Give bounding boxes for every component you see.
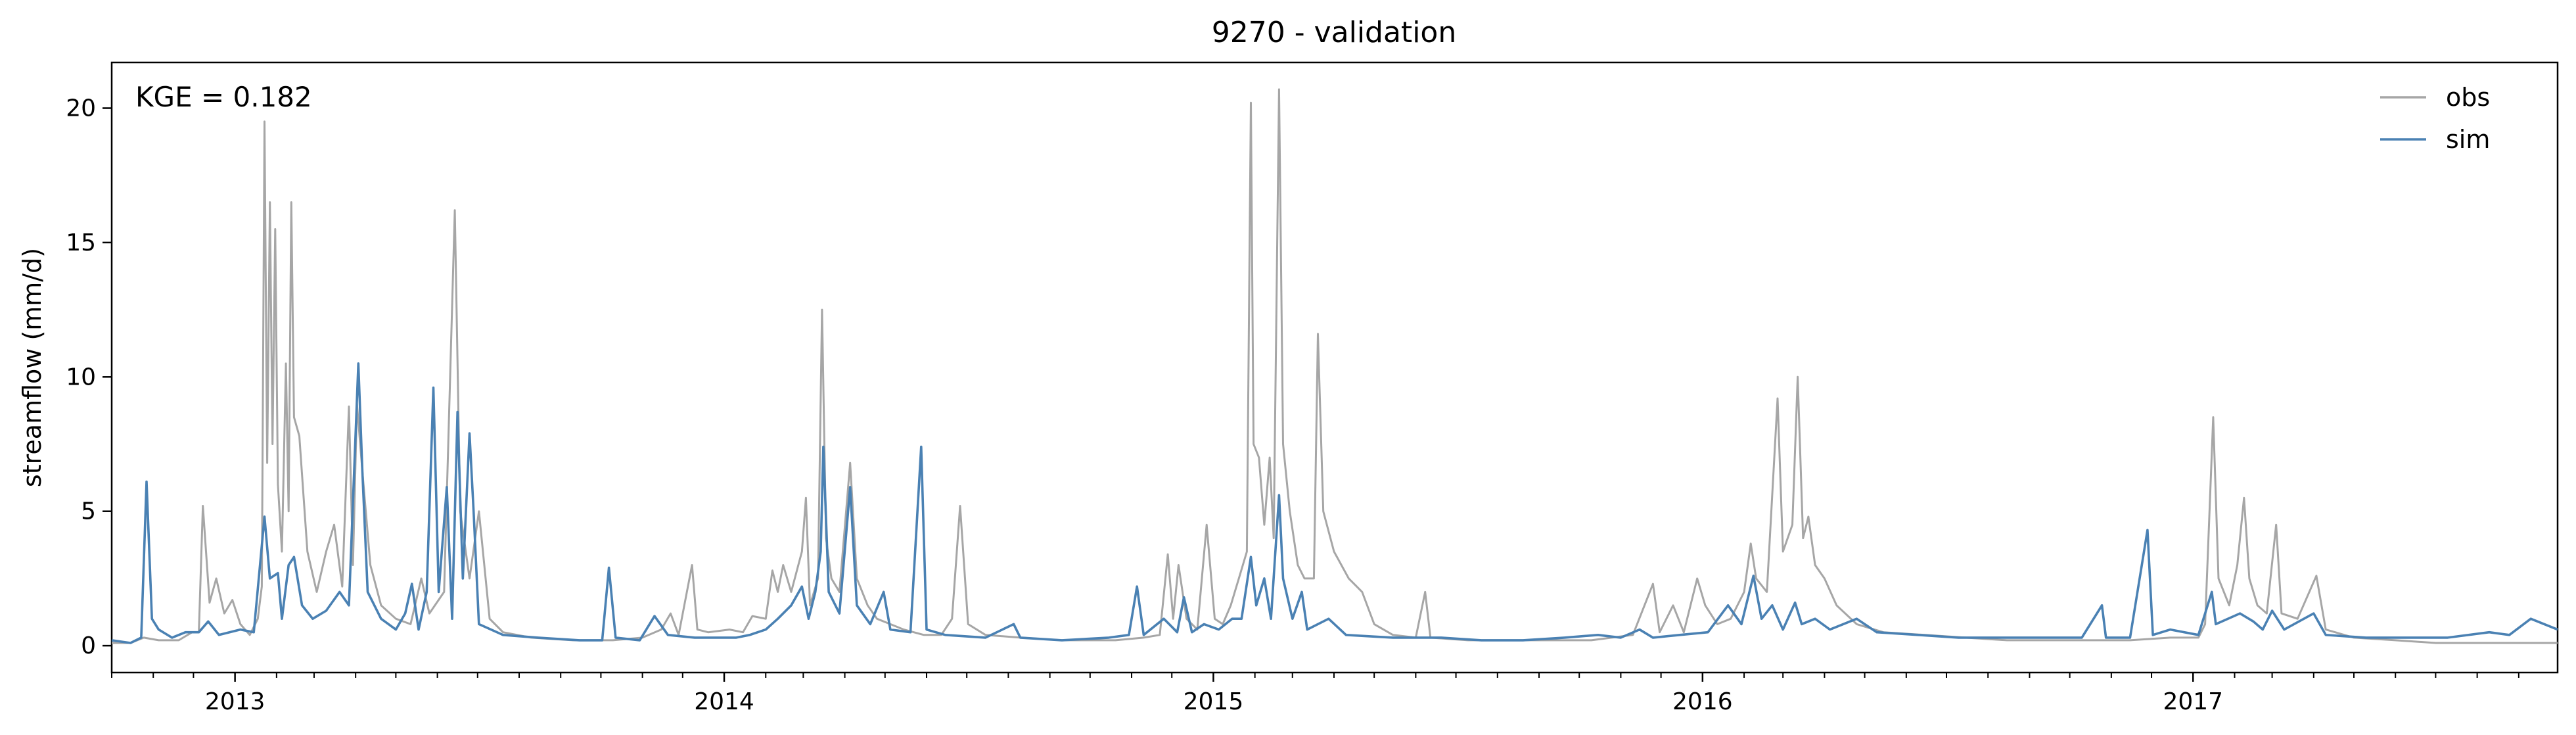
legend: obs sim (2380, 83, 2490, 154)
y-tick-label: 5 (81, 498, 96, 525)
y-axis-label: streamflow (mm/d) (18, 248, 47, 487)
series-line-sim (111, 362, 2558, 644)
y-tick-label: 15 (66, 229, 96, 256)
y-axis: 0 5 10 15 20 (66, 95, 112, 659)
legend-label-obs: obs (2446, 83, 2490, 112)
y-tick-label: 20 (66, 95, 96, 122)
plot-area (110, 61, 2559, 674)
x-axis: 2013 2014 2015 2016 2017 (111, 673, 2519, 715)
plot-frame (110, 61, 2559, 674)
series-line-obs (112, 88, 2558, 644)
x-tick-label: 2016 (1672, 688, 1733, 715)
legend-label-sim: sim (2446, 125, 2490, 154)
y-tick-label: 10 (66, 364, 96, 391)
x-tick-label: 2013 (205, 688, 265, 715)
x-tick-label: 2014 (694, 688, 754, 715)
kge-annotation: KGE = 0.182 (135, 81, 312, 113)
x-tick-label: 2015 (1184, 688, 1244, 715)
x-tick-label: 2017 (2163, 688, 2223, 715)
y-tick-label: 0 (81, 632, 96, 659)
chart-title: 9270 - validation (1212, 16, 1456, 49)
series-layer (111, 88, 2558, 644)
